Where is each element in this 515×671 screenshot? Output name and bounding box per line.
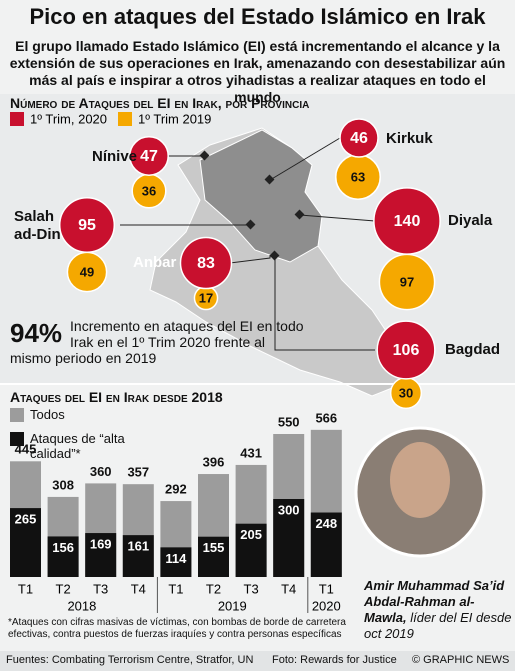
year-label: 2018 [67,598,96,613]
bubble-label: 46 [350,130,368,147]
photo-caption: Amir Muhammad Sa’id Abdal-Rahman al-Mawl… [364,578,512,642]
bar [198,536,229,577]
bubble [58,196,116,254]
bar-value: 445 [15,442,37,457]
x-tick-label: T2 [206,581,221,596]
legend-label: 1º Trim, 2020 [30,111,107,126]
bar-value: 396 [203,454,225,469]
bar-value: 205 [240,527,262,542]
x-tick-label: T1 [18,581,33,596]
photo-credit: Foto: Rewards for Justice [272,654,397,666]
map-title: Número de Ataques del EI en Irak, por Pr… [10,95,310,111]
legend-label: Todos [30,407,65,422]
bar-value: 308 [52,477,74,492]
year-label: 2020 [312,598,341,613]
province-label: Salah ad-Din [14,208,61,243]
sources: Fuentes: Combating Terrorism Centre, Str… [6,654,254,666]
bar-value: 357 [127,465,149,480]
x-tick-label: T1 [319,581,334,596]
x-tick-label: T1 [168,581,183,596]
bubble-label: 17 [199,290,213,305]
caption-name: Amir Muhammad Sa’id Abdal-Rahman al-Mawl… [364,578,505,625]
x-tick-label: T3 [93,581,108,596]
connectors [120,137,376,351]
caption-role: líder del EI desde oct 2019 [364,610,512,641]
portrait-face [390,442,450,518]
stat-block: 94% Incremento en ataques del EI en todo… [10,318,310,366]
bar-value: 566 [315,410,337,425]
bubble-label: 63 [351,169,365,184]
bar [122,535,154,577]
province-label: Nínive [91,148,137,165]
bar [310,512,342,577]
bar-value: 265 [15,512,37,527]
legend-swatch [10,432,24,446]
bubble-label: 140 [394,213,421,230]
bar-value: 292 [165,482,187,497]
bar-value: 360 [90,464,112,479]
bar-value: 431 [240,445,262,460]
bubble-label: 36 [142,183,156,198]
bubble [373,187,441,255]
highlight-provinces [199,129,323,263]
bar-title: Ataques del EI en Irak desde 2018 [10,389,223,405]
bar-value: 550 [278,414,300,429]
bar-value: 114 [165,551,187,566]
year-label: 2019 [218,598,247,613]
bubble [376,320,436,380]
legend-label: Ataques de “alta calidad”* [30,431,125,461]
province-label: Kirkuk [386,130,433,147]
province-label: Bagdad [445,341,501,358]
bubble-label: 30 [399,385,413,400]
bubble-label: 47 [140,148,158,165]
province-markers [199,150,305,261]
x-tick-label: T2 [56,581,71,596]
bar [273,499,305,577]
legend-swatch [10,408,24,422]
footer-bar [0,651,515,671]
bar [235,523,267,577]
bar [47,536,79,577]
bar-value: 156 [52,540,74,555]
x-tick-label: T4 [131,581,146,596]
bubble [179,236,233,290]
bubble [339,118,379,158]
legend-swatch [10,112,24,126]
credit: © GRAPHIC NEWS [412,654,510,666]
subtitle: El grupo llamado Estado Islámico (EI) es… [9,38,506,105]
bubble-label: 95 [78,217,96,234]
bar [160,547,192,577]
x-tick-label: T3 [244,581,259,596]
bar-value: 155 [203,540,225,555]
province-label: Diyala [448,212,493,229]
bubble [129,136,169,176]
bar [85,533,117,577]
bubble-label: 106 [393,342,420,359]
x-tick-label: T4 [281,581,296,596]
legend-swatch [118,112,132,126]
bar-value: 300 [278,502,300,517]
stat-value: 94% [10,318,63,348]
bubble-label: 97 [400,274,414,289]
province-label: Anbar [133,254,177,271]
footnote: *Ataques con cifras masivas de víctimas,… [8,617,346,640]
title: Pico en ataques del Estado Islámico en I… [29,4,486,29]
legend-label: 1º Trim 2019 [138,111,211,126]
bubble-label: 83 [197,255,215,272]
bar [10,508,41,577]
bar-value: 169 [90,536,112,551]
bubble-label: 49 [80,264,94,279]
bar-value: 248 [315,516,337,531]
stat-text: Incremento en ataques del EI en todo Ira… [10,318,304,366]
bar-value: 161 [127,539,149,554]
